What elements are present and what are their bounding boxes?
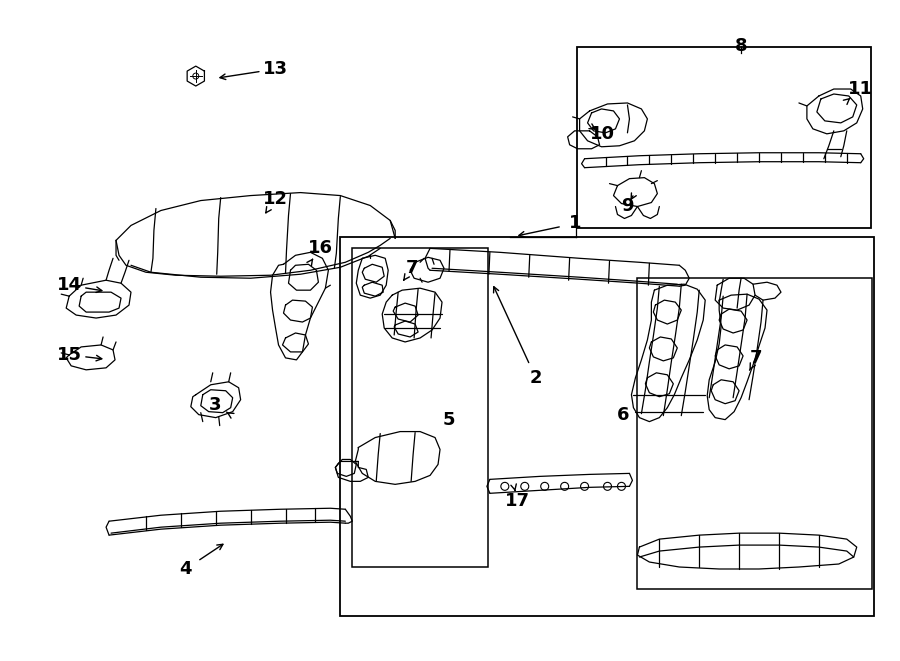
Text: 9: 9	[621, 196, 634, 215]
Text: 1: 1	[570, 214, 582, 233]
Bar	[577, 47, 870, 229]
Text: 8: 8	[734, 37, 747, 56]
Text: 15: 15	[57, 346, 82, 364]
Text: 14: 14	[57, 276, 82, 294]
Text: 10: 10	[590, 125, 615, 143]
Text: 16: 16	[308, 239, 333, 257]
Text: 6: 6	[617, 406, 630, 424]
Text: 7: 7	[750, 349, 762, 367]
Bar	[637, 278, 872, 589]
Text: 7: 7	[406, 259, 419, 277]
Text: 3: 3	[209, 396, 221, 414]
Text: 11: 11	[848, 80, 873, 98]
Text: 17: 17	[505, 492, 530, 510]
Text: 5: 5	[443, 410, 455, 428]
Text: 12: 12	[263, 190, 288, 208]
Text: 4: 4	[180, 560, 192, 578]
Bar	[352, 249, 488, 567]
Text: 13: 13	[263, 60, 288, 78]
Bar	[340, 237, 874, 616]
Text: 2: 2	[529, 369, 542, 387]
